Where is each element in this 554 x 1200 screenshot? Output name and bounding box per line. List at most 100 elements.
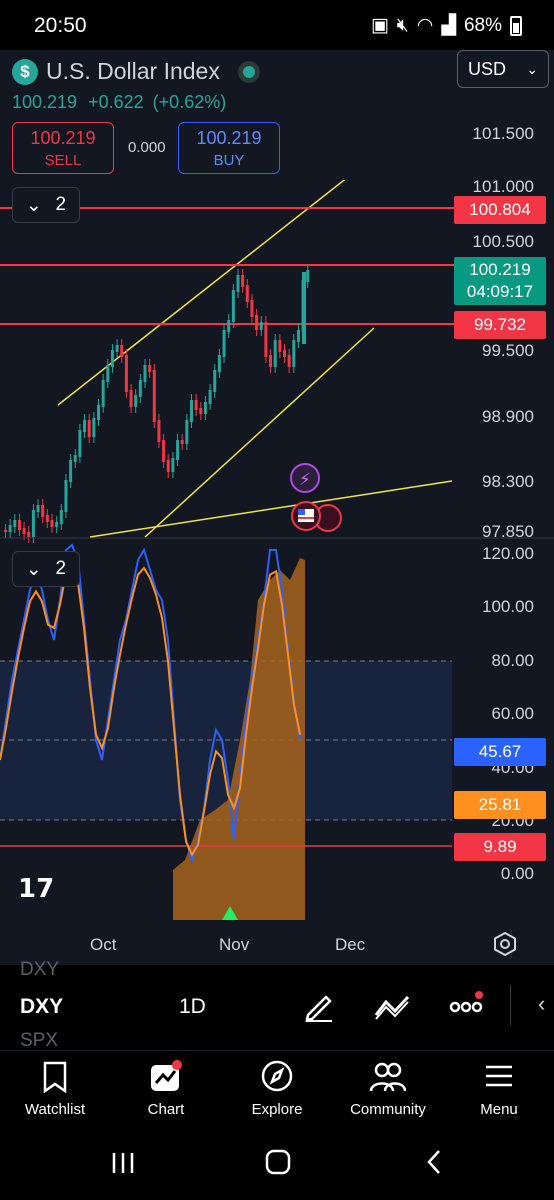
candle [4, 530, 7, 532]
candle [83, 420, 87, 432]
candle [171, 458, 175, 472]
candle [92, 418, 96, 437]
candle [124, 355, 128, 392]
stoch-d-line [0, 556, 301, 857]
chart-settings-icon[interactable] [492, 931, 518, 957]
candle [162, 440, 166, 462]
chart-toolbar: DXY DXY SPX 1D ‹ [0, 959, 554, 1051]
interval-selector[interactable]: 1D [179, 995, 206, 1018]
chart-canvas[interactable]: ⚡ 17 [0, 180, 554, 925]
k-line-badge: 45.67 [454, 738, 546, 766]
lower-level-badge: 99.732 [454, 311, 546, 339]
notification-icon: ▣ [370, 15, 389, 36]
nav-chart[interactable]: Chart [116, 1059, 216, 1118]
candle [27, 532, 31, 537]
more-options-icon[interactable] [449, 989, 485, 1019]
candle [64, 480, 68, 512]
candle [101, 380, 105, 407]
nav-watchlist[interactable]: Watchlist [5, 1059, 105, 1118]
indicator-axis-label: 80.00 [491, 651, 534, 670]
candle [199, 408, 203, 414]
wifi-icon: ◠ [416, 15, 434, 36]
bottom-nav: Watchlist Chart Explore Community Menu [0, 1050, 554, 1131]
candle [296, 330, 300, 342]
candle [45, 515, 49, 522]
indicator-axis-label: 60.00 [491, 704, 534, 723]
time-axis-label: Oct [90, 935, 117, 954]
candle [287, 355, 291, 367]
recent-apps-icon[interactable] [110, 1150, 136, 1176]
price-pane-collapse-button[interactable]: ⌄ 2 [12, 187, 80, 223]
candle [283, 350, 286, 357]
prev-symbol[interactable]: DXY [20, 959, 60, 980]
symbol-name[interactable]: U.S. Dollar Index [46, 58, 220, 84]
sell-label: SELL [44, 152, 82, 169]
candle [292, 340, 296, 367]
nav-community[interactable]: Community [338, 1059, 438, 1118]
symbol-header[interactable]: $ U.S. Dollar Index [12, 58, 260, 85]
status-icons: ▣ 🔇︎ ◠ ▟ 68% [371, 14, 522, 37]
battery-icon [510, 15, 522, 36]
status-bar: 20:50 ▣ 🔇︎ ◠ ▟ 68% [0, 0, 554, 50]
red-line-badge: 9.89 [454, 833, 546, 861]
candle [255, 315, 259, 330]
candle [143, 365, 147, 382]
price-pane: ⚡ [0, 180, 454, 543]
buy-button[interactable]: 100.219 BUY [178, 122, 280, 174]
candle [138, 380, 142, 397]
status-time: 20:50 [34, 14, 87, 37]
watchlist-icon [43, 1061, 67, 1093]
hamburger-icon [486, 1065, 512, 1087]
candle [250, 300, 254, 317]
spread-value: 0.000 [128, 139, 166, 156]
candle [36, 505, 40, 512]
candle [176, 440, 180, 460]
candle [73, 455, 77, 462]
candle [190, 400, 193, 422]
home-icon[interactable] [264, 1148, 292, 1176]
candle [278, 340, 282, 352]
candle [264, 322, 268, 357]
next-symbol[interactable]: SPX [20, 1030, 59, 1051]
community-icon [369, 1062, 407, 1092]
system-nav-bar [0, 1130, 554, 1200]
currency-select[interactable]: USD ⌄ [457, 50, 549, 88]
candle-countdown: 04:09:17 [466, 282, 534, 301]
time-axis[interactable]: Oct Nov Dec [0, 925, 554, 965]
last-price: 100.219 [12, 92, 78, 112]
nav-menu[interactable]: Menu [449, 1059, 549, 1118]
candle [213, 370, 217, 392]
sell-price: 100.219 [30, 128, 96, 148]
symbol-selector[interactable]: DXY [20, 995, 64, 1018]
compass-icon [261, 1060, 293, 1092]
indicator-pane: 17 [0, 543, 452, 920]
sell-button[interactable]: 100.219 SELL [12, 122, 114, 174]
volume-area [173, 558, 305, 920]
indicators-icon[interactable] [373, 993, 411, 1021]
indicator-pane-indicator-count: 2 [55, 558, 67, 579]
price-axis-label: 101.000 [472, 177, 534, 196]
mute-icon: 🔇︎ [396, 14, 409, 36]
nav-label: Watchlist [24, 1101, 86, 1118]
candle [241, 275, 245, 287]
current-price-badge: 100.219 04:09:17 [454, 257, 546, 305]
chevron-down-icon: ⌄ [25, 558, 42, 580]
candle [115, 345, 119, 352]
signal-triangle-icon [222, 906, 238, 920]
indicator-pane-collapse-button[interactable]: ⌄ 2 [12, 551, 80, 587]
back-icon[interactable] [424, 1148, 444, 1176]
nav-explore[interactable]: Explore [227, 1059, 327, 1118]
nav-label: Chart [147, 1101, 185, 1118]
draw-pencil-icon[interactable] [302, 989, 336, 1023]
channel-lower-trendline [144, 327, 375, 538]
market-status-icon [237, 60, 260, 83]
candle [217, 355, 221, 372]
buy-label: BUY [213, 152, 245, 169]
chevron-down-icon: ⌄ [526, 60, 538, 77]
candle [245, 285, 249, 302]
price-change-pct: (+0.62%) [152, 92, 227, 112]
price-axis-label: 98.900 [482, 407, 534, 426]
candle [231, 290, 235, 322]
chevron-left-icon[interactable]: ‹ [538, 991, 546, 1016]
candle [78, 430, 82, 457]
